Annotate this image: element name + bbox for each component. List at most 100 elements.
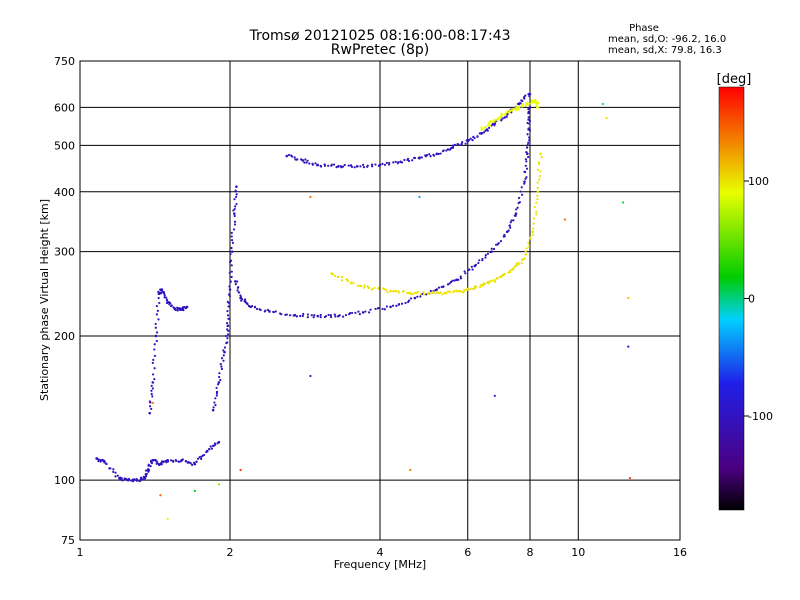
trace-point <box>97 459 100 463</box>
trace-point <box>147 463 150 466</box>
trace-point <box>518 105 521 108</box>
trace-point <box>218 372 221 375</box>
trace-point <box>239 294 242 297</box>
trace-point <box>153 343 156 346</box>
trace-point <box>233 198 236 201</box>
trace-point <box>531 233 534 236</box>
trace-point <box>222 349 225 352</box>
colorbar-tick-label: -100 <box>748 410 773 423</box>
trace-point <box>507 229 510 232</box>
trace-point <box>517 262 520 266</box>
trace-point <box>217 381 221 384</box>
trace-point <box>523 257 526 260</box>
trace-point <box>218 375 221 379</box>
trace-point <box>510 219 513 222</box>
trace-point <box>491 279 494 282</box>
trace-point <box>527 245 531 248</box>
trace-point <box>497 242 500 245</box>
trace-point <box>290 155 294 158</box>
trace-point <box>420 156 423 159</box>
trace-point <box>362 286 366 289</box>
echo-point <box>239 468 242 472</box>
trace-point <box>463 270 466 273</box>
trace-point <box>447 148 450 151</box>
trace-point <box>142 478 145 481</box>
trace-point <box>400 302 404 305</box>
trace-point <box>155 339 158 343</box>
trace-point <box>228 288 232 291</box>
trace-point <box>150 407 153 410</box>
trace-point <box>509 226 512 229</box>
trace-point <box>340 279 344 282</box>
trace-point <box>484 125 487 128</box>
trace-point <box>151 387 154 390</box>
trace-point <box>428 153 431 156</box>
trace-point <box>214 404 217 407</box>
trace-point <box>234 280 237 283</box>
trace-point <box>431 291 435 295</box>
trace-point <box>354 311 357 314</box>
x-tick-label: 10 <box>571 546 585 559</box>
colorbar-tick-label: 100 <box>748 175 769 188</box>
trace-point <box>329 315 333 319</box>
trace-point <box>401 161 404 164</box>
trace-point <box>148 411 152 415</box>
trace-point <box>526 133 529 136</box>
trace-point <box>528 119 532 123</box>
trace-point <box>304 158 307 161</box>
trace-point <box>501 117 504 120</box>
trace-point <box>233 220 237 223</box>
trace-point <box>313 314 316 317</box>
trace-point <box>331 273 334 276</box>
trace-point <box>435 152 439 156</box>
trace-point <box>486 124 490 127</box>
trace-point <box>528 102 531 105</box>
trace-point <box>295 315 299 318</box>
trace-point <box>532 217 536 220</box>
trace-point <box>235 185 238 188</box>
trace-point <box>160 463 163 466</box>
trace-point <box>103 460 106 464</box>
trace-point <box>299 314 302 318</box>
trace-point <box>451 146 455 149</box>
trace-point <box>362 166 366 169</box>
trace-point <box>433 154 436 157</box>
echo-point <box>627 345 630 348</box>
trace-point <box>381 162 384 165</box>
trace-point <box>353 166 356 169</box>
trace-point <box>373 286 376 289</box>
trace-point <box>215 390 219 393</box>
trace-point <box>175 459 178 463</box>
trace-point <box>155 331 159 334</box>
trace-point <box>527 110 530 113</box>
trace-point <box>355 165 359 168</box>
trace-point <box>334 315 337 318</box>
trace-point <box>536 106 540 109</box>
echo-point <box>628 476 632 480</box>
trace-point <box>185 305 189 309</box>
trace-point <box>191 463 194 466</box>
trace-point <box>230 259 233 262</box>
trace-point <box>200 457 203 461</box>
trace-point <box>486 252 489 255</box>
trace-point <box>407 299 411 302</box>
trace-point <box>485 128 489 131</box>
trace-point <box>188 461 191 464</box>
trace-point <box>230 235 233 238</box>
trace-point <box>482 131 486 134</box>
trace-point <box>471 139 474 142</box>
trace-point <box>492 247 496 251</box>
trace-point <box>461 141 464 144</box>
trace-point <box>495 243 498 246</box>
trace-point <box>524 164 527 167</box>
trace-point <box>434 292 437 295</box>
trace-point <box>437 286 441 289</box>
trace-point <box>528 236 532 239</box>
trace-point <box>468 268 471 271</box>
trace-point <box>528 122 531 125</box>
trace-point <box>127 478 130 481</box>
trace-point <box>383 288 386 291</box>
trace-point <box>233 207 236 211</box>
trace-point <box>523 182 526 185</box>
trace-point <box>112 468 115 471</box>
